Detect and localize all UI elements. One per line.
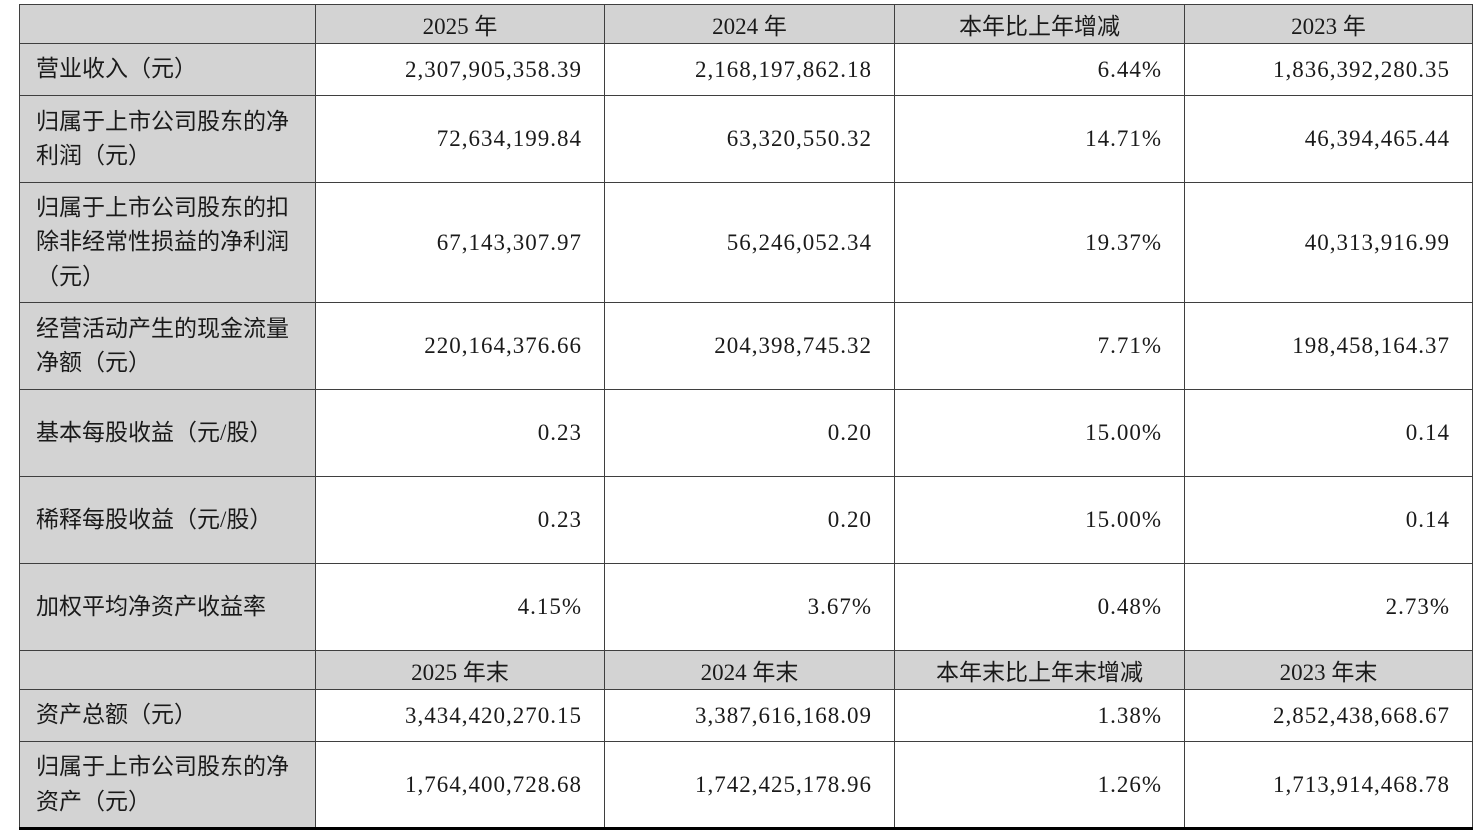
value-cell-2023: 0.14 bbox=[1184, 476, 1473, 564]
corner-cell-blank bbox=[19, 650, 316, 690]
table-row-operating-cash-flow: 经营活动产生的现金流量净额（元） 220,164,376.66 204,398,… bbox=[19, 302, 1473, 390]
table-row-operating-revenue: 营业收入（元） 2,307,905,358.39 2,168,197,862.1… bbox=[19, 43, 1473, 96]
corner-cell-blank bbox=[19, 4, 316, 44]
value-cell-2025: 2,307,905,358.39 bbox=[315, 43, 605, 96]
value-cell-change: 15.00% bbox=[894, 476, 1185, 564]
financial-summary-table: 2025 年 2024 年 本年比上年增减 2023 年 营业收入（元） 2,3… bbox=[19, 4, 1473, 830]
value-cell-2024: 204,398,745.32 bbox=[604, 302, 895, 390]
value-cell-2024: 3.67% bbox=[604, 563, 895, 651]
value-cell-2025: 4.15% bbox=[315, 563, 605, 651]
value-cell-2025: 220,164,376.66 bbox=[315, 302, 605, 390]
value-cell-change: 1.38% bbox=[894, 689, 1185, 742]
value-cell-2025: 3,434,420,270.15 bbox=[315, 689, 605, 742]
value-cell-2025: 72,634,199.84 bbox=[315, 95, 605, 183]
table-row-net-profit: 归属于上市公司股东的净利润（元） 72,634,199.84 63,320,55… bbox=[19, 95, 1473, 183]
value-cell-2023: 40,313,916.99 bbox=[1184, 182, 1473, 303]
row-label: 加权平均净资产收益率 bbox=[19, 563, 316, 651]
value-cell-2024: 63,320,550.32 bbox=[604, 95, 895, 183]
value-cell-2024: 2,168,197,862.18 bbox=[604, 43, 895, 96]
row-label: 归属于上市公司股东的净利润（元） bbox=[19, 95, 316, 183]
table-row-net-assets: 归属于上市公司股东的净资产（元） 1,764,400,728.68 1,742,… bbox=[19, 741, 1473, 829]
value-cell-2024: 1,742,425,178.96 bbox=[604, 741, 895, 829]
col-header-2024-end: 2024 年末 bbox=[604, 650, 895, 690]
row-label: 归属于上市公司股东的扣除非经常性损益的净利润（元） bbox=[19, 182, 316, 303]
col-header-2023: 2023 年 bbox=[1184, 4, 1473, 44]
table-row-total-assets: 资产总额（元） 3,434,420,270.15 3,387,616,168.0… bbox=[19, 689, 1473, 742]
value-cell-2024: 56,246,052.34 bbox=[604, 182, 895, 303]
value-cell-2023: 1,836,392,280.35 bbox=[1184, 43, 1473, 96]
row-label: 稀释每股收益（元/股） bbox=[19, 476, 316, 564]
row-label: 资产总额（元） bbox=[19, 689, 316, 742]
table-row-net-profit-excl-nonrecurring: 归属于上市公司股东的扣除非经常性损益的净利润（元） 67,143,307.97 … bbox=[19, 182, 1473, 303]
value-cell-2025: 0.23 bbox=[315, 476, 605, 564]
value-cell-2024: 0.20 bbox=[604, 389, 895, 477]
annual-header-row: 2025 年 2024 年 本年比上年增减 2023 年 bbox=[19, 4, 1473, 44]
value-cell-2023: 46,394,465.44 bbox=[1184, 95, 1473, 183]
table-row-diluted-eps: 稀释每股收益（元/股） 0.23 0.20 15.00% 0.14 bbox=[19, 476, 1473, 564]
period-end-header-row: 2025 年末 2024 年末 本年末比上年末增减 2023 年末 bbox=[19, 650, 1473, 690]
value-cell-2023: 0.14 bbox=[1184, 389, 1473, 477]
table-row-weighted-avg-roe: 加权平均净资产收益率 4.15% 3.67% 0.48% 2.73% bbox=[19, 563, 1473, 651]
value-cell-change: 6.44% bbox=[894, 43, 1185, 96]
value-cell-2023: 2.73% bbox=[1184, 563, 1473, 651]
row-label: 基本每股收益（元/股） bbox=[19, 389, 316, 477]
col-header-2025: 2025 年 bbox=[315, 4, 605, 44]
table-row-basic-eps: 基本每股收益（元/股） 0.23 0.20 15.00% 0.14 bbox=[19, 389, 1473, 477]
value-cell-change: 0.48% bbox=[894, 563, 1185, 651]
value-cell-change: 7.71% bbox=[894, 302, 1185, 390]
value-cell-change: 14.71% bbox=[894, 95, 1185, 183]
value-cell-2024: 0.20 bbox=[604, 476, 895, 564]
col-header-end-change: 本年末比上年末增减 bbox=[894, 650, 1185, 690]
value-cell-2023: 2,852,438,668.67 bbox=[1184, 689, 1473, 742]
value-cell-2024: 3,387,616,168.09 bbox=[604, 689, 895, 742]
col-header-2024: 2024 年 bbox=[604, 4, 895, 44]
value-cell-2023: 1,713,914,468.78 bbox=[1184, 741, 1473, 829]
col-header-yoy-change: 本年比上年增减 bbox=[894, 4, 1185, 44]
row-label: 经营活动产生的现金流量净额（元） bbox=[19, 302, 316, 390]
row-label: 营业收入（元） bbox=[19, 43, 316, 96]
col-header-2025-end: 2025 年末 bbox=[315, 650, 605, 690]
row-label: 归属于上市公司股东的净资产（元） bbox=[19, 741, 316, 829]
value-cell-2025: 1,764,400,728.68 bbox=[315, 741, 605, 829]
col-header-2023-end: 2023 年末 bbox=[1184, 650, 1473, 690]
value-cell-change: 1.26% bbox=[894, 741, 1185, 829]
value-cell-2025: 67,143,307.97 bbox=[315, 182, 605, 303]
value-cell-change: 19.37% bbox=[894, 182, 1185, 303]
value-cell-2023: 198,458,164.37 bbox=[1184, 302, 1473, 390]
value-cell-change: 15.00% bbox=[894, 389, 1185, 477]
value-cell-2025: 0.23 bbox=[315, 389, 605, 477]
